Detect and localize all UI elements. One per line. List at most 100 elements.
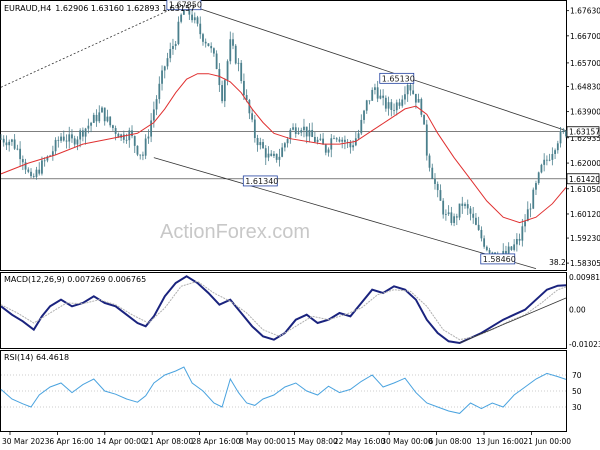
candle-body: [535, 183, 537, 190]
candle-body: [221, 85, 223, 102]
candle-body: [158, 83, 161, 100]
candle-body: [319, 138, 322, 140]
candle-body: [215, 53, 218, 69]
candle-body: [365, 100, 368, 111]
candle-body: [60, 136, 62, 141]
candle-body: [305, 126, 308, 137]
candle-body: [390, 102, 393, 110]
candle-body: [262, 142, 264, 149]
candle-body: [461, 203, 464, 206]
time-tick-label: 30 Mar 2023: [2, 437, 50, 446]
time-tick-label: 13 Jun 16:00: [476, 437, 524, 446]
candle-body: [49, 155, 52, 157]
candle-body: [2, 138, 5, 143]
axis-price-box-label: 1.63157: [569, 128, 600, 137]
price-tick-label: 1.58305: [570, 259, 600, 268]
candle-body: [349, 142, 352, 148]
candle-body: [0, 138, 2, 140]
time-tick-label: 14 Apr 00:00: [97, 437, 146, 446]
candle-body: [57, 139, 60, 141]
candle-body: [532, 189, 535, 209]
candle-body: [46, 156, 49, 161]
macd-panel-frame: [0, 272, 567, 349]
macd-trendline: [459, 297, 567, 344]
candle-body: [76, 139, 79, 145]
candle-body: [27, 169, 30, 172]
axis-price-box: [566, 126, 600, 138]
trendline-0: [0, 2, 185, 88]
candle-body: [335, 138, 338, 140]
candle-body: [401, 99, 404, 106]
candle-body: [278, 156, 281, 160]
candle-body: [439, 190, 442, 201]
moving-average-line: [0, 73, 567, 224]
candle-body: [477, 224, 480, 230]
candle-body: [81, 130, 84, 137]
candle-body: [191, 14, 193, 21]
trendline-2: [153, 157, 537, 270]
candle-body: [273, 153, 275, 156]
candle-body: [152, 109, 155, 121]
candle-body: [464, 204, 466, 206]
price-tick-label: 1.67630: [570, 7, 600, 16]
price-tick-label: 1.61050: [570, 185, 600, 194]
candle-body: [62, 136, 65, 141]
candle-body: [84, 128, 87, 137]
price-tick-label: 1.63900: [570, 108, 600, 117]
candle-body: [210, 46, 213, 49]
candle-body: [420, 99, 423, 115]
candle-body: [488, 250, 491, 253]
rsi-tick-label: 50: [572, 387, 582, 396]
candle-body: [431, 167, 434, 179]
time-tick-label: 30 May 00:00: [381, 437, 433, 446]
candle-body: [172, 45, 174, 50]
candle-body: [32, 176, 35, 177]
price-annotation-label: 1.58460: [483, 255, 516, 264]
trendline-1: [183, 2, 567, 131]
candle-body: [251, 113, 254, 120]
candle-body: [545, 159, 548, 161]
candle-body: [540, 164, 543, 173]
candle-body: [202, 34, 204, 42]
candle-body: [169, 49, 172, 59]
candle-body: [324, 144, 327, 153]
candle-body: [387, 102, 390, 109]
candle-body: [475, 217, 477, 225]
candle-body: [515, 238, 518, 245]
candle-body: [51, 151, 54, 156]
candle-body: [68, 134, 71, 142]
candle-body: [556, 143, 559, 151]
candle-body: [112, 125, 114, 129]
candle-body: [442, 200, 445, 215]
axis-price-box: [566, 173, 600, 185]
time-tick-label: 6 Jun 08:00: [429, 437, 472, 446]
candle-body: [147, 136, 150, 139]
candle-body: [398, 102, 401, 106]
candle-body: [180, 14, 183, 22]
candle-body: [218, 68, 221, 86]
candle-body: [259, 142, 262, 146]
candle-body: [166, 58, 169, 67]
candle-body: [308, 129, 311, 137]
candle-body: [562, 130, 565, 132]
candle-body: [270, 153, 273, 156]
candle-body: [376, 87, 379, 99]
candle-body: [240, 62, 243, 81]
candle-body: [469, 208, 472, 214]
candle-body: [65, 140, 68, 142]
candle-body: [21, 159, 24, 163]
candle-body: [333, 138, 335, 140]
candle-body: [368, 100, 371, 102]
candle-body: [543, 159, 546, 165]
candle-body: [73, 138, 76, 145]
candle-body: [505, 250, 507, 254]
candle-body: [565, 130, 567, 137]
candle-body: [466, 204, 469, 209]
candle-body: [199, 23, 202, 35]
candle-body: [395, 102, 398, 111]
candle-body: [41, 160, 43, 174]
candle-body: [11, 139, 13, 142]
candle-body: [417, 99, 420, 103]
